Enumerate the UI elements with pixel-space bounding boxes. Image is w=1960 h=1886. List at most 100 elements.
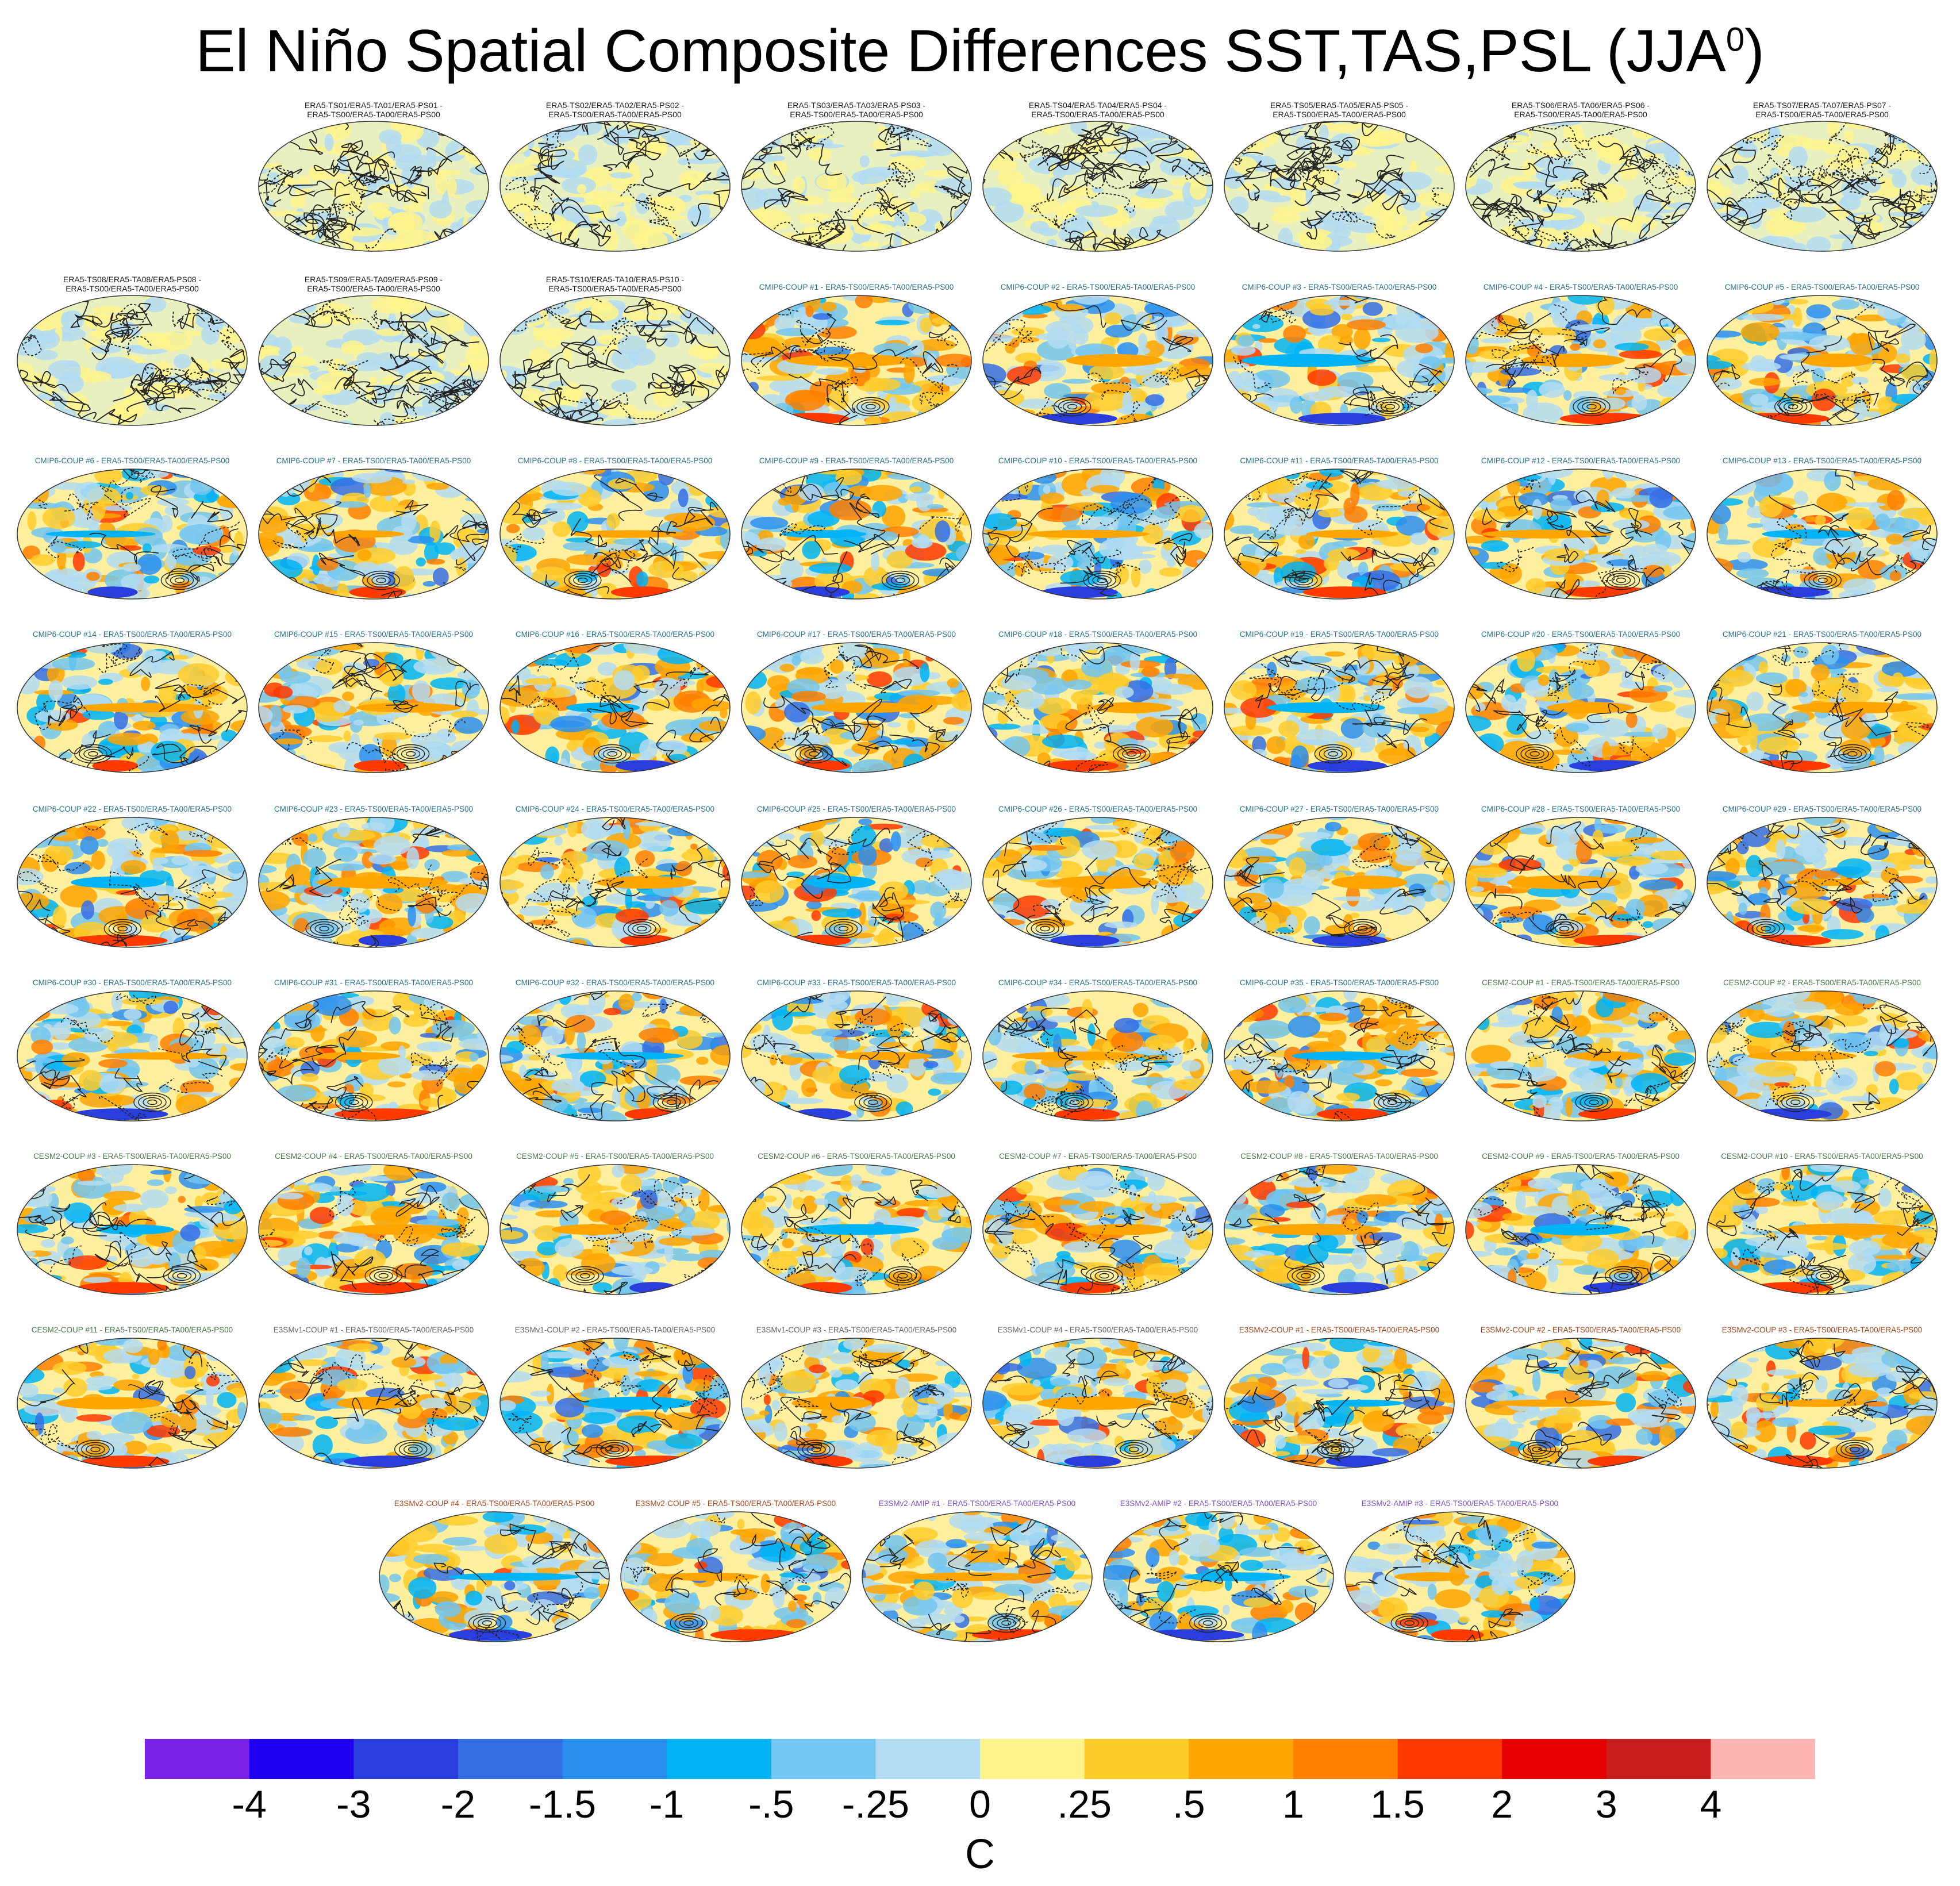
map-panel: ERA5-TS10/ERA5-TA10/ERA5-PS10 - ERA5-TS00… [494, 275, 736, 447]
panel-title: E3SMv2-COUP #5 - ERA5-TS00/ERA5-TA00/ERA… [598, 1499, 874, 1508]
map-panel: CESM2-COUP #3 - ERA5-TS00/ERA5-TA00/ERA5… [11, 1144, 253, 1316]
map-panel: CMIP6-COUP #35 - ERA5-TS00/ERA5-TA00/ERA… [1219, 970, 1460, 1143]
map-panel: CMIP6-COUP #17 - ERA5-TS00/ERA5-TA00/ERA… [736, 622, 977, 794]
world-map [741, 121, 972, 252]
panel-title-line1: CMIP6-COUP #23 - ERA5-TS00/ERA5-TA00/ERA… [274, 805, 474, 813]
chart-title-close: ) [1744, 18, 1765, 84]
panel-title: CMIP6-COUP #19 - ERA5-TS00/ERA5-TA00/ERA… [1201, 630, 1477, 639]
world-map [620, 1511, 851, 1642]
panel-title-line1: E3SMv1-COUP #3 - ERA5-TS00/ERA5-TA00/ERA… [756, 1326, 957, 1334]
map-panel: E3SMv2-COUP #1 - ERA5-TS00/ERA5-TA00/ERA… [1219, 1317, 1460, 1490]
panel-title: CMIP6-COUP #13 - ERA5-TS00/ERA5-TA00/ERA… [1684, 456, 1960, 466]
panel-title: CMIP6-COUP #9 - ERA5-TS00/ERA5-TA00/ERA5… [718, 456, 994, 466]
world-map [1707, 990, 1938, 1121]
panel-title-line1: ERA5-TS10/ERA5-TA10/ERA5-PS10 - [545, 275, 685, 284]
world-map [1465, 990, 1696, 1121]
panel-title: CMIP6-COUP #6 - ERA5-TS00/ERA5-TA00/ERA5… [0, 456, 270, 466]
panel-title-line1: CMIP6-COUP #29 - ERA5-TS00/ERA5-TA00/ERA… [1722, 805, 1922, 813]
panel-title-line1: CMIP6-COUP #27 - ERA5-TS00/ERA5-TA00/ERA… [1239, 805, 1439, 813]
world-map [17, 468, 248, 600]
panel-title: CMIP6-COUP #33 - ERA5-TS00/ERA5-TA00/ERA… [718, 978, 994, 988]
panel-title-line1: E3SMv2-COUP #5 - ERA5-TS00/ERA5-TA00/ERA… [635, 1499, 836, 1508]
panel-title-line1: CMIP6-COUP #3 - ERA5-TS00/ERA5-TA00/ERA5… [1242, 283, 1437, 291]
colorbar-swatch [1397, 1739, 1502, 1779]
colorbar-tick-label: .25 [1057, 1783, 1112, 1826]
map-panel: CMIP6-COUP #18 - ERA5-TS00/ERA5-TA00/ERA… [977, 622, 1219, 794]
panel-title: CMIP6-COUP #10 - ERA5-TS00/ERA5-TA00/ERA… [960, 456, 1236, 466]
panel-title: CMIP6-COUP #26 - ERA5-TS00/ERA5-TA00/ERA… [960, 805, 1236, 814]
map-panel: E3SMv2-COUP #3 - ERA5-TS00/ERA5-TA00/ERA… [1701, 1317, 1943, 1490]
colorbar-tick-label: -.5 [748, 1783, 794, 1826]
panel-title-line1: ERA5-TS04/ERA5-TA04/ERA5-PS04 - [1028, 101, 1167, 110]
panel-title: CMIP6-COUP #30 - ERA5-TS00/ERA5-TA00/ERA… [0, 978, 270, 988]
panel-title: ERA5-TS06/ERA5-TA06/ERA5-PS06 - ERA5-TS00… [1443, 101, 1719, 119]
colorbar-swatch [145, 1739, 250, 1779]
map-panel: ERA5-TS08/ERA5-TA08/ERA5-PS08 - ERA5-TS00… [11, 275, 253, 447]
map-panel: ERA5-TS04/ERA5-TA04/ERA5-PS04 - ERA5-TS00… [977, 101, 1219, 273]
colorbar-tick-label: 0 [969, 1783, 991, 1826]
panel-title-line1: CMIP6-COUP #6 - ERA5-TS00/ERA5-TA00/ERA5… [34, 456, 230, 465]
world-map [1224, 990, 1455, 1121]
world-map [17, 990, 248, 1121]
world-map [499, 1338, 731, 1469]
world-map [1224, 1338, 1455, 1469]
panel-title-line1: CMIP6-COUP #17 - ERA5-TS00/ERA5-TA00/ERA… [756, 630, 956, 639]
panel-title-line1: E3SMv2-AMIP #1 - ERA5-TS00/ERA5-TA00/ERA… [878, 1499, 1076, 1508]
panel-title: CMIP6-COUP #11 - ERA5-TS00/ERA5-TA00/ERA… [1201, 456, 1477, 466]
world-map [982, 1338, 1213, 1469]
world-map [1224, 295, 1455, 426]
panel-title-line1: CMIP6-COUP #18 - ERA5-TS00/ERA5-TA00/ERA… [998, 630, 1198, 639]
map-panel: ERA5-TS09/ERA5-TA09/ERA5-PS09 - ERA5-TS00… [253, 275, 494, 447]
map-panel: CMIP6-COUP #25 - ERA5-TS00/ERA5-TA00/ERA… [736, 797, 977, 969]
panel-title-line1: CMIP6-COUP #19 - ERA5-TS00/ERA5-TA00/ERA… [1239, 630, 1439, 639]
map-panel: E3SMv1-COUP #4 - ERA5-TS00/ERA5-TA00/ERA… [977, 1317, 1219, 1490]
map-panel: CMIP6-COUP #21 - ERA5-TS00/ERA5-TA00/ERA… [1701, 622, 1943, 794]
panel-title-line2: ERA5-TS00/ERA5-TA00/ERA5-PS00 [1755, 110, 1889, 119]
panel-title-line1: CMIP6-COUP #10 - ERA5-TS00/ERA5-TA00/ERA… [998, 456, 1198, 465]
panel-title: CESM2-COUP #1 - ERA5-TS00/ERA5-TA00/ERA5… [1443, 978, 1719, 988]
map-panel: CESM2-COUP #2 - ERA5-TS00/ERA5-TA00/ERA5… [1701, 970, 1943, 1143]
world-map [499, 121, 731, 252]
map-panel: CESM2-COUP #8 - ERA5-TS00/ERA5-TA00/ERA5… [1219, 1144, 1460, 1316]
map-panel: CMIP6-COUP #13 - ERA5-TS00/ERA5-TA00/ERA… [1701, 448, 1943, 621]
world-map [258, 1338, 489, 1469]
world-map [741, 642, 972, 773]
world-map [17, 642, 248, 773]
colorbar-swatch [249, 1739, 354, 1779]
colorbar-swatch [1189, 1739, 1294, 1779]
panel-title-line1: CMIP6-COUP #9 - ERA5-TS00/ERA5-TA00/ERA5… [759, 456, 954, 465]
panel-title-line1: CESM2-COUP #9 - ERA5-TS00/ERA5-TA00/ERA5… [1482, 1152, 1680, 1161]
map-panel: CMIP6-COUP #19 - ERA5-TS00/ERA5-TA00/ERA… [1219, 622, 1460, 794]
panel-title-line1: CMIP6-COUP #11 - ERA5-TS00/ERA5-TA00/ERA… [1240, 456, 1439, 465]
world-map [1465, 468, 1696, 600]
world-map [1707, 295, 1938, 426]
map-panel: ERA5-TS01/ERA5-TA01/ERA5-PS01 - ERA5-TS00… [253, 101, 494, 273]
panel-title: E3SMv2-AMIP #2 - ERA5-TS00/ERA5-TA00/ERA… [1081, 1499, 1356, 1508]
map-panel: CMIP6-COUP #12 - ERA5-TS00/ERA5-TA00/ERA… [1460, 448, 1701, 621]
colorbar-tick-label: .5 [1172, 1783, 1205, 1826]
colorbar-swatch [458, 1739, 563, 1779]
panel-title-line1: CMIP6-COUP #14 - ERA5-TS00/ERA5-TA00/ERA… [32, 630, 232, 639]
panel-title: E3SMv1-COUP #2 - ERA5-TS00/ERA5-TA00/ERA… [477, 1326, 753, 1335]
panel-title-line1: ERA5-TS06/ERA5-TA06/ERA5-PS06 - [1511, 101, 1650, 110]
colorbar [145, 1739, 1815, 1779]
map-panel: CMIP6-COUP #23 - ERA5-TS00/ERA5-TA00/ERA… [253, 797, 494, 969]
world-map [982, 295, 1213, 426]
panel-title-line2: ERA5-TS00/ERA5-TA00/ERA5-PS00 [1273, 110, 1406, 119]
colorbar-swatch [1711, 1739, 1815, 1779]
world-map [1344, 1511, 1575, 1642]
world-map [982, 990, 1213, 1121]
panel-title: CMIP6-COUP #2 - ERA5-TS00/ERA5-TA00/ERA5… [960, 283, 1236, 292]
panel-title: CMIP6-COUP #4 - ERA5-TS00/ERA5-TA00/ERA5… [1443, 283, 1719, 292]
map-panel: CESM2-COUP #1 - ERA5-TS00/ERA5-TA00/ERA5… [1460, 970, 1701, 1143]
panel-title-line1: CESM2-COUP #7 - ERA5-TS00/ERA5-TA00/ERA5… [999, 1152, 1197, 1161]
colorbar-tick-label: -4 [232, 1783, 267, 1826]
world-map [1707, 642, 1938, 773]
panel-title-line1: CMIP6-COUP #4 - ERA5-TS00/ERA5-TA00/ERA5… [1483, 283, 1678, 291]
panel-title: E3SMv2-COUP #4 - ERA5-TS00/ERA5-TA00/ERA… [356, 1499, 632, 1508]
world-map [741, 1164, 972, 1295]
panel-title-line1: CMIP6-COUP #33 - ERA5-TS00/ERA5-TA00/ERA… [756, 978, 956, 987]
colorbar-swatch [1084, 1739, 1189, 1779]
colorbar-units: C [965, 1831, 995, 1877]
panel-title-line1: CMIP6-COUP #22 - ERA5-TS00/ERA5-TA00/ERA… [32, 805, 232, 813]
